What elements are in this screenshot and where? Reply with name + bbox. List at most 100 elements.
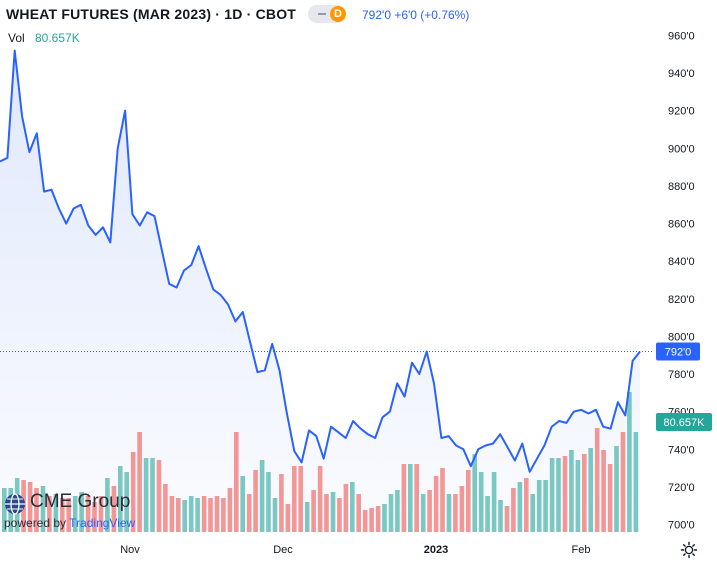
volume-bar — [66, 498, 71, 532]
last-price-badge — [656, 342, 700, 361]
volume-bar — [150, 458, 155, 532]
volume-bar — [582, 454, 587, 532]
y-tick-label: 780'0 — [668, 369, 695, 381]
volume-bar — [446, 494, 452, 532]
volume-bar — [40, 486, 46, 532]
tradingview-link[interactable]: TradingView — [69, 516, 136, 530]
y-tick-label: 740'0 — [668, 444, 695, 456]
volume-bar — [92, 502, 97, 532]
volume-bar — [298, 466, 303, 532]
price-quote: 792'0 +6'0 (+0.76%) — [362, 8, 470, 22]
volume-bar — [2, 488, 7, 532]
y-tick-label: 880'0 — [668, 181, 695, 193]
y-axis[interactable]: 700'0720'0740'0760'0780'0800'0820'0840'0… — [668, 31, 695, 532]
volume-bar — [53, 494, 59, 532]
volume-bar — [124, 472, 129, 532]
volume-bar — [594, 428, 600, 532]
volume-value: 80.657K — [35, 31, 80, 45]
volume-bar — [304, 502, 310, 532]
volume-bar — [337, 498, 342, 532]
gear-icon[interactable] — [680, 541, 698, 559]
x-tick-label: Feb — [572, 544, 591, 556]
y-tick-label: 940'0 — [668, 68, 695, 80]
volume-bar — [279, 474, 284, 532]
volume-bar — [614, 446, 619, 532]
volume-bar — [433, 476, 439, 532]
volume-bar — [330, 492, 336, 532]
volume-bar — [633, 432, 639, 532]
x-tick-label: Dec — [273, 544, 293, 556]
volume-bar — [627, 392, 632, 532]
volume-bar — [118, 466, 123, 532]
y-tick-label: 920'0 — [668, 106, 695, 118]
volume-bar — [60, 498, 65, 532]
powered-by[interactable]: powered by TradingView — [4, 516, 135, 530]
volume-bar — [562, 456, 568, 532]
volume-bar — [356, 494, 361, 532]
volume-bar — [343, 484, 349, 532]
symbol-title[interactable]: WHEAT FUTURES (MAR 2023) · 1D · CBOT — [6, 6, 297, 22]
volume-bar — [427, 490, 432, 532]
volume-bar — [246, 494, 252, 532]
volume-bar — [111, 486, 117, 532]
volume-bar — [195, 498, 200, 532]
volume-bar — [208, 498, 213, 532]
series-toggle[interactable]: D — [308, 5, 346, 23]
volume-bar — [169, 496, 175, 532]
powered-by-label: powered by — [4, 516, 67, 530]
volume-bar — [536, 480, 542, 532]
volume-bar — [137, 432, 142, 532]
volume-bar — [350, 482, 355, 532]
volume-bar — [182, 500, 187, 532]
price-area — [0, 50, 640, 532]
volume-bar — [620, 432, 626, 532]
volume-bar — [601, 450, 606, 532]
volume-bar — [234, 432, 239, 532]
volume-bar — [382, 504, 387, 532]
y-tick-label: 800'0 — [668, 331, 695, 343]
volume-bar — [408, 464, 413, 532]
volume-bar — [176, 498, 181, 532]
volume-bar — [362, 510, 368, 532]
volume-bar — [549, 458, 555, 532]
y-tick-label: 840'0 — [668, 256, 695, 268]
volume-bar — [98, 496, 104, 532]
x-tick-label: Nov — [120, 544, 140, 556]
volume-bar — [530, 494, 535, 532]
y-tick-label: 700'0 — [668, 520, 695, 532]
x-tick-label: 2023 — [424, 544, 448, 556]
volume-bar — [414, 464, 419, 532]
y-tick-label: 960'0 — [668, 31, 695, 43]
volume-bar — [569, 450, 574, 532]
volume-bar — [504, 506, 510, 532]
y-tick-label: 820'0 — [668, 294, 695, 306]
volume-bar — [324, 494, 329, 532]
volume-label: Vol — [8, 31, 25, 45]
volume-bar — [317, 466, 323, 532]
volume-bar — [375, 506, 381, 532]
x-axis[interactable]: Nov Dec 2023 Feb — [120, 544, 590, 556]
volume-bar — [466, 470, 471, 532]
data-badge[interactable]: D — [330, 6, 346, 22]
volume-bar — [440, 468, 445, 532]
last-value-badges: 792'0 80.657K — [656, 342, 712, 431]
volume-bar — [292, 466, 297, 532]
volume-bar — [498, 500, 503, 532]
volume-bar — [272, 498, 278, 532]
volume-bar — [395, 490, 400, 532]
volume-bar — [311, 490, 316, 532]
cme-globe-icon — [5, 493, 25, 515]
volume-bar — [105, 478, 110, 532]
minus-icon[interactable] — [318, 13, 326, 15]
volume-bar — [163, 484, 168, 532]
logo-text: CME Group — [30, 491, 131, 512]
volume-bar — [575, 460, 581, 532]
volume-bar — [188, 496, 194, 532]
volume-bar — [240, 476, 245, 532]
y-tick-label: 860'0 — [668, 219, 695, 231]
price-series-line — [0, 49, 641, 473]
volume-bar — [478, 472, 484, 532]
volume-bar — [401, 464, 407, 532]
volume-bar — [79, 492, 84, 532]
